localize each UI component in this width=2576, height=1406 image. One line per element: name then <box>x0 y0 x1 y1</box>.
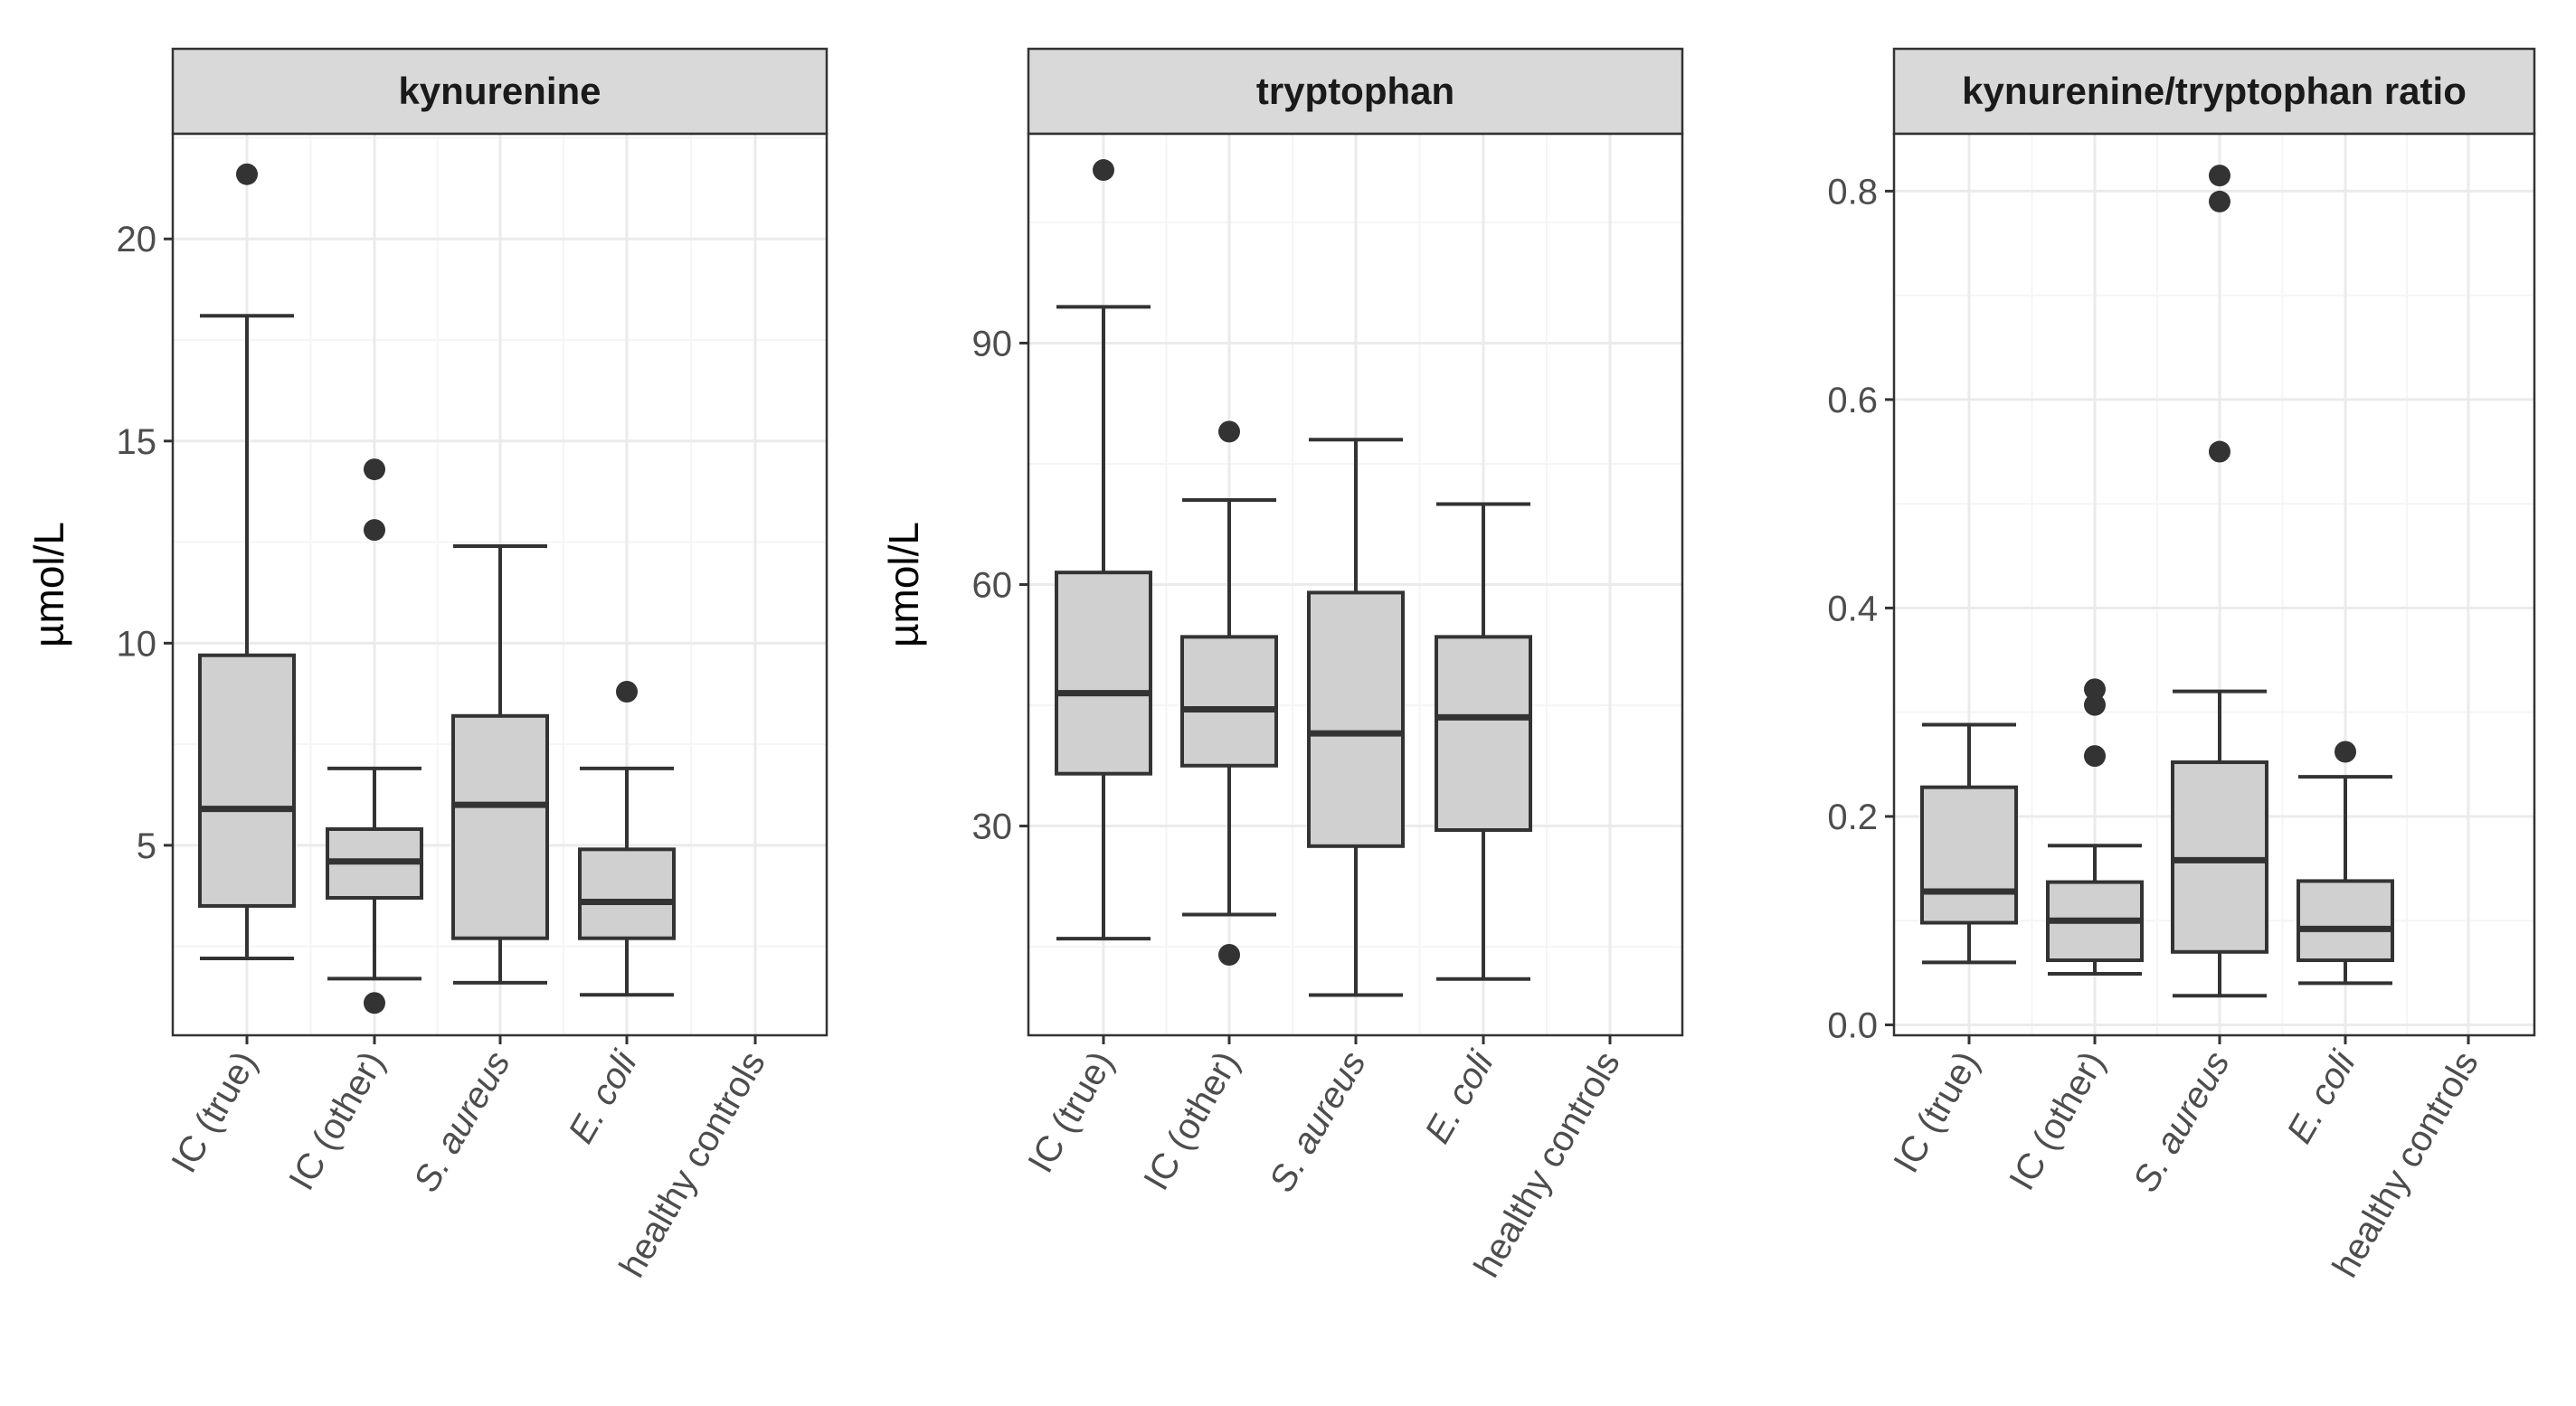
panel-2: tryptophan 30 60 90 IC (true) IC (other) S. au… <box>880 47 1684 1284</box>
x-tick-label: IC (other) <box>281 1045 393 1197</box>
facet-title: kynurenine <box>398 70 601 112</box>
x-tick-label: IC (true) <box>164 1045 264 1180</box>
outlier-point <box>2084 694 2106 716</box>
y-tick-label: 0.2 <box>1827 797 1878 837</box>
outlier-point <box>616 680 638 703</box>
outlier-point <box>236 163 258 185</box>
outlier-point <box>1218 943 1240 966</box>
box-3 <box>2171 165 2268 998</box>
box-3 <box>451 544 549 985</box>
panel-3: kynurenine/tryptophan ratio 0.0 0.2 0.4 0.6 0… <box>1827 47 2536 1284</box>
outlier-point <box>364 992 385 1014</box>
box-iqr <box>578 847 676 940</box>
y-axis-title: µmol/L <box>25 522 72 647</box>
box-iqr <box>2297 879 2394 963</box>
y-tick-label: 20 <box>117 220 157 259</box>
outlier-point <box>364 519 385 542</box>
x-tick-label: healthy controls <box>612 1045 773 1285</box>
y-tick-label: 0.6 <box>1827 381 1878 420</box>
facet-strip <box>1027 47 1684 136</box>
y-tick-label: 0.4 <box>1827 589 1878 628</box>
x-tick-label: S. aureus <box>1262 1045 1374 1199</box>
outlier-point <box>2209 440 2230 463</box>
y-tick-label: 0.0 <box>1827 1005 1878 1045</box>
x-tick-label: IC (other) <box>1136 1045 1247 1197</box>
facet-title: kynurenine/tryptophan ratio <box>1962 70 2467 112</box>
box-iqr <box>1180 635 1278 768</box>
box-2 <box>2046 678 2144 976</box>
x-tick-label: E. coli <box>561 1044 645 1150</box>
y-tick-label: 5 <box>137 826 156 866</box>
box-4 <box>2297 741 2394 986</box>
facet-strip <box>1892 47 2536 136</box>
y-tick-label: 10 <box>117 624 157 664</box>
x-tick-label: IC (true) <box>1020 1045 1121 1180</box>
outlier-point <box>1218 420 1240 443</box>
box-1 <box>198 163 296 961</box>
x-tick-label: E. coli <box>2279 1044 2363 1150</box>
outlier-point <box>2209 165 2230 187</box>
panel-border <box>1892 132 2536 1037</box>
y-tick-label: 30 <box>972 807 1013 847</box>
y-tick-label: 0.8 <box>1827 172 1878 212</box>
box-2 <box>1180 420 1278 966</box>
box-1 <box>1055 159 1152 941</box>
box-iqr <box>1435 635 1532 833</box>
x-tick-label: E. coli <box>1417 1044 1501 1150</box>
y-tick-label: 15 <box>117 422 157 462</box>
box-3 <box>1307 438 1405 997</box>
x-tick-label: S. aureus <box>2126 1045 2238 1199</box>
x-tick-label: IC (true) <box>1886 1045 1986 1180</box>
box-iqr <box>198 653 296 908</box>
y-tick-label: 90 <box>972 324 1013 363</box>
outlier-point <box>2334 741 2356 763</box>
outlier-point <box>2084 745 2106 768</box>
box-2 <box>326 458 423 1014</box>
facet-title: tryptophan <box>1256 70 1454 112</box>
y-tick-label: 60 <box>972 566 1013 606</box>
x-tick-label: IC (other) <box>2002 1045 2113 1197</box>
y-axis-title: µmol/L <box>880 522 927 647</box>
outlier-point <box>1093 159 1114 182</box>
box-iqr <box>1920 785 2018 925</box>
box-4 <box>578 680 676 997</box>
box-4 <box>1435 502 1532 981</box>
outlier-point <box>364 458 385 481</box>
box-iqr <box>1055 571 1152 776</box>
outlier-point <box>2209 190 2230 212</box>
box-1 <box>1920 722 2018 965</box>
panel-1: kynurenine 5 10 15 20 IC (true) IC (other) S. a… <box>25 47 829 1285</box>
box-iqr <box>451 713 549 940</box>
facet-strip <box>171 47 829 136</box>
outlier-point <box>2084 678 2106 701</box>
x-tick-label: S. aureus <box>406 1045 518 1199</box>
box-iqr <box>1307 590 1405 848</box>
